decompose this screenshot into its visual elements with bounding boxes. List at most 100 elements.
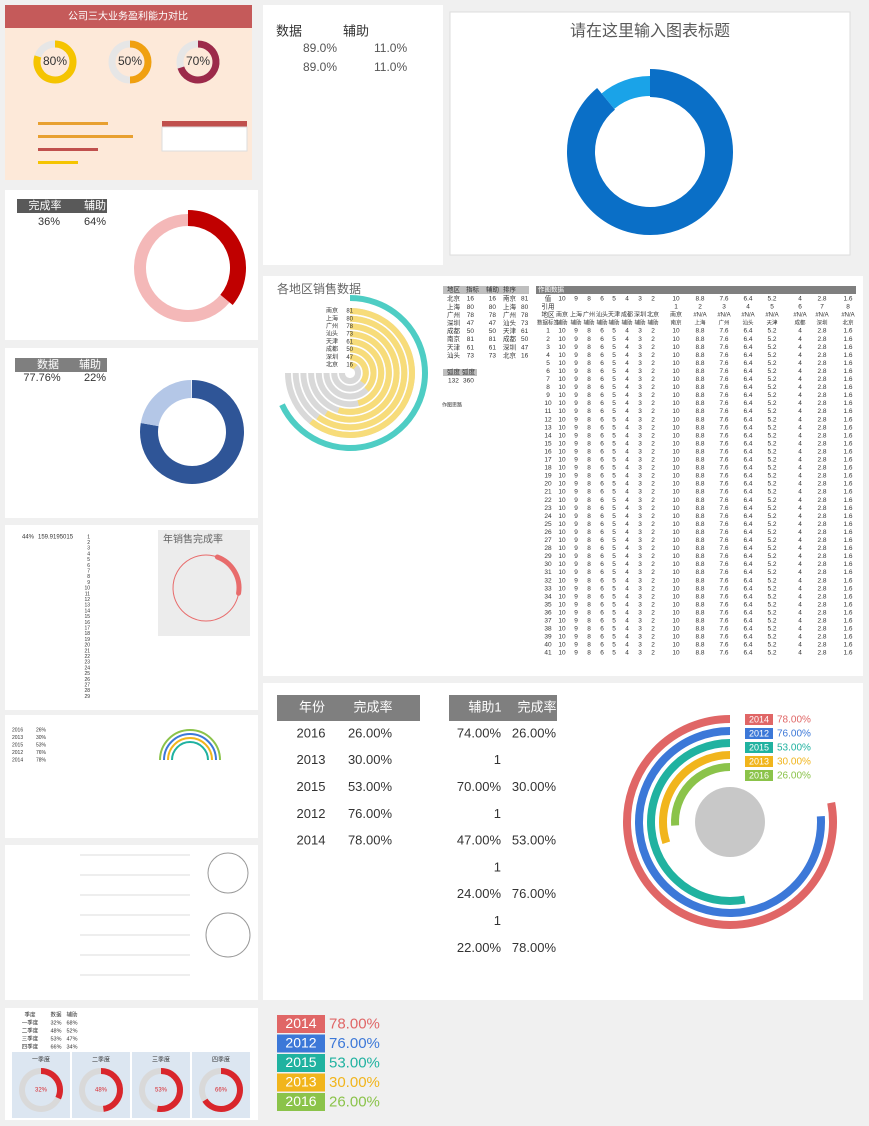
label: 2.8 <box>817 384 826 391</box>
label: 1.6 <box>843 432 852 439</box>
label: 引用 <box>542 302 555 311</box>
label: 3 <box>638 505 642 512</box>
label: 5.2 <box>767 384 776 391</box>
label: 26.00% <box>329 1093 380 1110</box>
label: 27 <box>544 537 552 544</box>
label: 3 <box>638 392 642 399</box>
label: 8 <box>587 457 591 464</box>
label: 7.6 <box>719 376 728 383</box>
label: 4 <box>625 424 629 431</box>
label: 3 <box>638 465 642 472</box>
label: 3 <box>638 448 642 455</box>
label: 6.4 <box>743 424 752 431</box>
arc <box>140 380 244 484</box>
label: 80 <box>521 304 529 311</box>
label: 10 <box>672 392 680 399</box>
label: 10 <box>558 328 566 335</box>
label: 2 <box>651 368 655 375</box>
label: 8 <box>587 634 591 641</box>
arc <box>129 40 152 84</box>
label: 20 <box>84 643 90 649</box>
label: 2.8 <box>817 448 826 455</box>
label: 4 <box>798 650 802 657</box>
label: 6 <box>600 328 604 335</box>
label: 3 <box>638 618 642 625</box>
label: 2.8 <box>817 626 826 633</box>
label: 21 <box>84 648 90 654</box>
label: 50 <box>346 347 353 353</box>
label: 47% <box>66 1036 77 1042</box>
label: 3 <box>638 545 642 552</box>
label: 5 <box>612 569 616 576</box>
label: 上海 <box>694 318 706 326</box>
label: 5 <box>87 557 90 563</box>
label: 6 <box>600 344 604 351</box>
label: 5 <box>612 473 616 480</box>
label: 8.8 <box>695 465 704 472</box>
label: 6.4 <box>743 497 752 504</box>
label: 5.2 <box>767 618 776 625</box>
label: 1.6 <box>843 569 852 576</box>
label: 6.4 <box>743 440 752 447</box>
label: 61 <box>467 344 475 351</box>
label: 10 <box>558 424 566 431</box>
label: 2.8 <box>817 609 826 616</box>
label: 5 <box>612 400 616 407</box>
label: 弧度 <box>462 367 476 376</box>
label: 天津 <box>503 327 517 335</box>
label: 81 <box>346 309 353 315</box>
label: 22.00% <box>457 940 502 955</box>
label: 25 <box>84 671 90 677</box>
label: 9 <box>574 642 578 649</box>
label: 2013 <box>749 756 769 766</box>
label: 指标 <box>466 285 480 294</box>
label: 8.8 <box>695 473 704 480</box>
label: 7.6 <box>719 601 728 608</box>
label: 辅助 <box>621 318 633 326</box>
label: 47 <box>346 355 353 361</box>
label: 3 <box>546 344 550 351</box>
label: 5 <box>612 585 616 592</box>
label: 7.6 <box>719 529 728 536</box>
label: 5.2 <box>767 650 776 657</box>
label: 6 <box>600 569 604 576</box>
label: 6 <box>600 505 604 512</box>
label: 辅助 <box>556 318 568 326</box>
label: 9 <box>574 545 578 552</box>
label: 8.8 <box>695 626 704 633</box>
label: 9 <box>574 392 578 399</box>
label: 28 <box>84 688 90 694</box>
label: 10 <box>558 416 566 423</box>
label: 6.4 <box>743 513 752 520</box>
label: 5.2 <box>767 609 776 616</box>
label: 辅助 <box>608 318 620 326</box>
label: 19 <box>544 473 552 480</box>
label: 2 <box>651 601 655 608</box>
label: 6.4 <box>743 650 752 657</box>
label: 5.2 <box>767 593 776 600</box>
label: 30.00% <box>348 752 393 767</box>
label: 10 <box>558 352 566 359</box>
label: 完成率 <box>29 198 62 212</box>
label: 5 <box>612 561 616 568</box>
label: 4 <box>798 400 802 407</box>
label: 1 <box>546 328 550 335</box>
label: 5 <box>612 545 616 552</box>
label: 5.2 <box>767 352 776 359</box>
label: 4 <box>798 569 802 576</box>
label: 8 <box>587 521 591 528</box>
label: 16 <box>467 296 475 303</box>
label: 3 <box>638 296 642 303</box>
label: 3 <box>638 577 642 584</box>
label: 6 <box>600 618 604 625</box>
label: 44% <box>22 535 35 541</box>
label: 2 <box>651 328 655 335</box>
label: 73 <box>467 352 475 359</box>
label: 6 <box>600 513 604 520</box>
label: 8 <box>587 432 591 439</box>
label: 360 <box>463 378 474 385</box>
label: 4 <box>625 609 629 616</box>
label: 4 <box>625 561 629 568</box>
label: 南京 <box>447 334 461 343</box>
label: 4 <box>798 561 802 568</box>
